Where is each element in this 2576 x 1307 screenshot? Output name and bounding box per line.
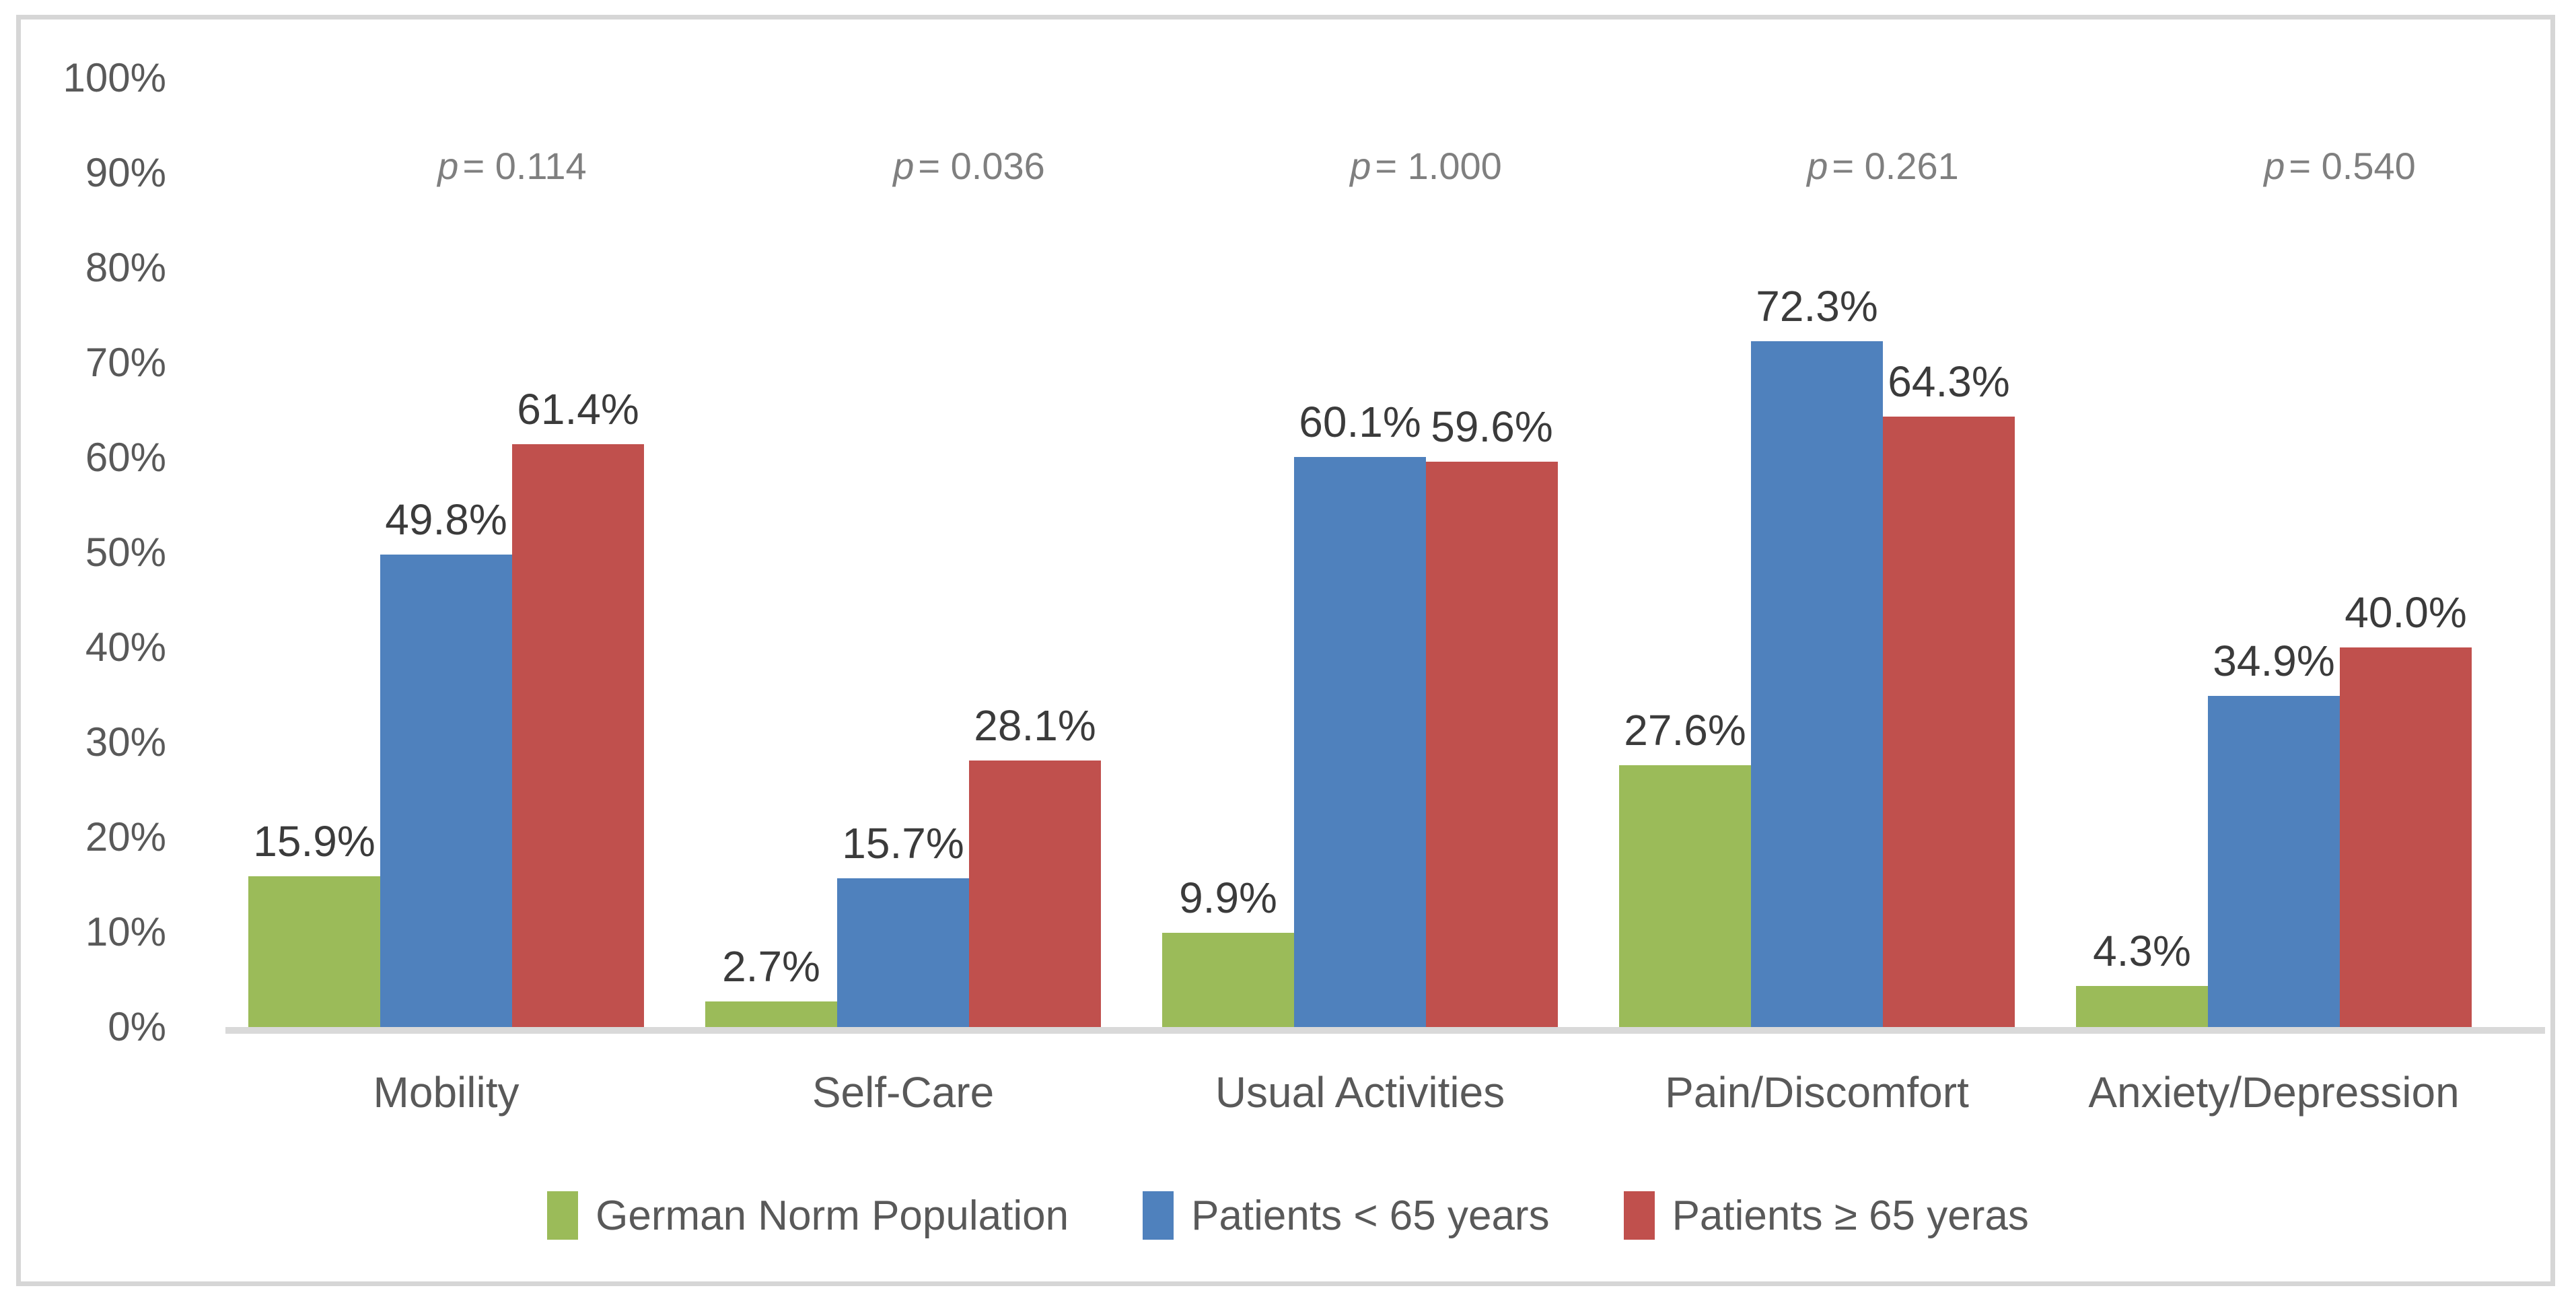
- y-axis-tick-label: 0%: [108, 1004, 166, 1049]
- legend-item-patients-65-yeras: Patients ≥ 65 yeras: [1623, 1191, 2029, 1240]
- p-value-label: p = 0.036: [893, 145, 1045, 187]
- bar-patients-65-years-mobility: [380, 555, 512, 1027]
- x-axis-line: [225, 1027, 2545, 1034]
- category-label-usual-activities: Usual Activities: [1215, 1068, 1505, 1117]
- y-axis-tick-label: 100%: [63, 55, 166, 100]
- bar-value-label: 72.3%: [1756, 282, 1878, 330]
- legend-item-german-norm-population: German Norm Population: [547, 1191, 1069, 1240]
- y-axis-tick-label: 30%: [85, 719, 166, 765]
- y-axis-tick-label: 90%: [85, 150, 166, 195]
- p-value-label: p = 0.114: [437, 145, 587, 187]
- p-symbol: p: [437, 145, 459, 187]
- y-axis-tick-label: 60%: [85, 435, 166, 480]
- legend-label: Patients ≥ 65 yeras: [1672, 1192, 2029, 1239]
- bar-patients-65-years-self-care: [837, 878, 969, 1027]
- bar-german-norm-population-usual-activities: [1162, 933, 1294, 1027]
- bar-value-label: 34.9%: [2213, 637, 2335, 685]
- bar-value-label: 15.7%: [842, 819, 964, 868]
- bar-patients-65-yeras-usual-activities: [1426, 462, 1558, 1027]
- legend-label: Patients < 65 years: [1191, 1192, 1550, 1239]
- p-value-label: p = 0.540: [2264, 145, 2416, 187]
- bar-value-label: 60.1%: [1299, 398, 1421, 446]
- bar-value-label: 40.0%: [2345, 588, 2467, 637]
- category-label-anxiety-depression: Anxiety/Depression: [2088, 1068, 2460, 1117]
- p-value-label: p = 1.000: [1350, 145, 1502, 187]
- p-symbol: p: [1350, 145, 1371, 187]
- bar-german-norm-population-self-care: [705, 1001, 837, 1027]
- bar-patients-65-yeras-self-care: [969, 761, 1101, 1027]
- p-value-label: p = 0.261: [1807, 145, 1959, 187]
- legend-swatch-icon: [1623, 1191, 1655, 1240]
- bar-value-label: 61.4%: [517, 385, 639, 433]
- legend-swatch-icon: [547, 1191, 579, 1240]
- bar-value-label: 15.9%: [253, 817, 375, 866]
- category-label-mobility: Mobility: [373, 1068, 520, 1117]
- bar-value-label: 9.9%: [1179, 874, 1277, 922]
- bar-value-label: 4.3%: [2093, 927, 2191, 975]
- bar-german-norm-population-mobility: [248, 876, 380, 1027]
- p-symbol: p: [1807, 145, 1828, 187]
- y-axis-tick-label: 10%: [85, 909, 166, 954]
- legend-label: German Norm Population: [596, 1192, 1069, 1239]
- bar-patients-65-years-pain-discomfort: [1751, 341, 1883, 1027]
- category-label-pain-discomfort: Pain/Discomfort: [1665, 1068, 1969, 1117]
- bar-patients-65-yeras-anxiety-depression: [2340, 647, 2472, 1027]
- bar-value-label: 64.3%: [1888, 357, 2010, 406]
- legend-item-patients-65-years: Patients < 65 years: [1143, 1191, 1550, 1240]
- legend-swatch-icon: [1143, 1191, 1174, 1240]
- p-symbol: p: [893, 145, 915, 187]
- y-axis-tick-label: 40%: [85, 625, 166, 670]
- category-label-self-care: Self-Care: [812, 1068, 995, 1117]
- bar-german-norm-population-anxiety-depression: [2076, 986, 2208, 1027]
- bar-value-label: 28.1%: [974, 701, 1096, 750]
- y-axis-tick-label: 80%: [85, 245, 166, 290]
- bar-german-norm-population-pain-discomfort: [1619, 765, 1751, 1027]
- p-symbol: p: [2264, 145, 2285, 187]
- bar-value-label: 49.8%: [385, 495, 507, 544]
- bar-patients-65-years-anxiety-depression: [2208, 696, 2340, 1027]
- y-axis-tick-label: 70%: [85, 340, 166, 385]
- bar-patients-65-years-usual-activities: [1294, 457, 1426, 1027]
- bar-value-label: 27.6%: [1624, 706, 1746, 754]
- legend: German Norm Population Patients < 65 year…: [0, 1182, 2576, 1249]
- bar-patients-65-yeras-mobility: [512, 444, 644, 1027]
- bar-value-label: 59.6%: [1431, 402, 1553, 451]
- y-axis-tick-label: 20%: [85, 814, 166, 859]
- bar-value-label: 2.7%: [722, 942, 820, 991]
- y-axis-tick-label: 50%: [85, 530, 166, 575]
- bar-patients-65-yeras-pain-discomfort: [1883, 417, 2015, 1027]
